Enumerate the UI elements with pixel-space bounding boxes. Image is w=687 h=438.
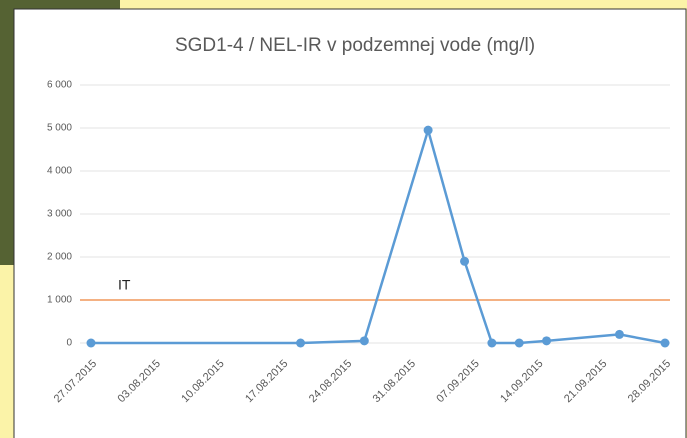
point	[515, 339, 524, 348]
chart-title: SGD1-4 / NEL-IR v podzemnej vode (mg/l)	[175, 35, 535, 56]
page: SGD1-4 / NEL-IR v podzemnej vode (mg/l) …	[0, 0, 687, 438]
point	[542, 336, 551, 345]
y-tick-label: 4 000	[47, 166, 72, 177]
point	[87, 339, 96, 348]
y-tick-label: 2 000	[47, 252, 72, 263]
y-tick-label: 1 000	[47, 295, 72, 306]
y-tick-label: 0	[66, 338, 72, 349]
y-tick-label: 3 000	[47, 209, 72, 220]
point	[661, 339, 670, 348]
y-tick-label: 6 000	[47, 80, 72, 91]
y-tick-label: 5 000	[47, 123, 72, 134]
point	[487, 339, 496, 348]
point	[360, 336, 369, 345]
point	[424, 126, 433, 135]
point	[460, 257, 469, 266]
threshold-label: IT	[118, 277, 131, 293]
point	[296, 339, 305, 348]
point	[615, 330, 624, 339]
chart: SGD1-4 / NEL-IR v podzemnej vode (mg/l) …	[0, 0, 687, 438]
